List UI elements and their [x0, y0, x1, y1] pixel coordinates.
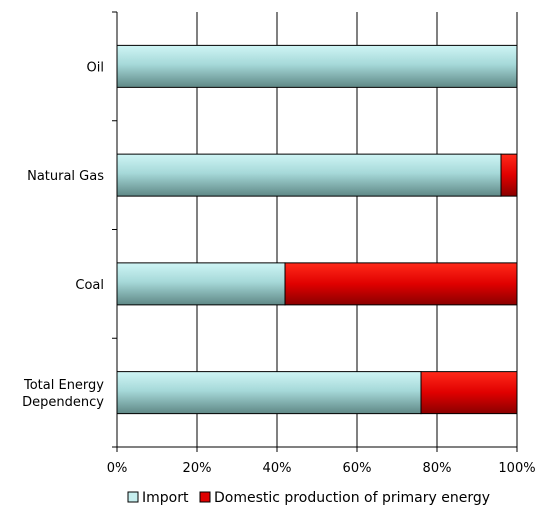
- bar-import-2: [116, 262, 286, 306]
- legend-swatch-1: [199, 491, 211, 503]
- bars: [116, 44, 518, 415]
- bar-import-1: [116, 153, 502, 197]
- bar-import-3: [116, 371, 422, 415]
- x-tick-label-20: 20%: [183, 461, 212, 476]
- tick-labels: Oil Natural Gas Coal Total Energy Dependency…: [22, 60, 535, 476]
- legend: Import Domestic production of primary ene…: [127, 490, 490, 506]
- legend-label-0: Import: [142, 490, 189, 506]
- axes: [112, 11, 518, 452]
- x-tick-label-100: 100%: [498, 461, 535, 476]
- bar-domestic-2: [284, 262, 518, 306]
- category-label-2: Coal: [75, 278, 104, 293]
- x-tick-label-0: 0%: [107, 461, 128, 476]
- x-tick-label-80: 80%: [423, 461, 452, 476]
- bar-domestic-3: [420, 371, 518, 415]
- bar-import-0: [116, 44, 518, 88]
- x-tick-label-60: 60%: [343, 461, 372, 476]
- category-label-1: Natural Gas: [27, 169, 104, 184]
- bar-domestic-1: [500, 153, 518, 197]
- legend-label-1: Domestic production of primary energy: [214, 490, 490, 506]
- legend-swatch-0: [127, 491, 139, 503]
- category-label-3: Total Energy Dependency: [22, 378, 104, 410]
- category-label-0: Oil: [87, 60, 104, 75]
- x-tick-label-40: 40%: [263, 461, 292, 476]
